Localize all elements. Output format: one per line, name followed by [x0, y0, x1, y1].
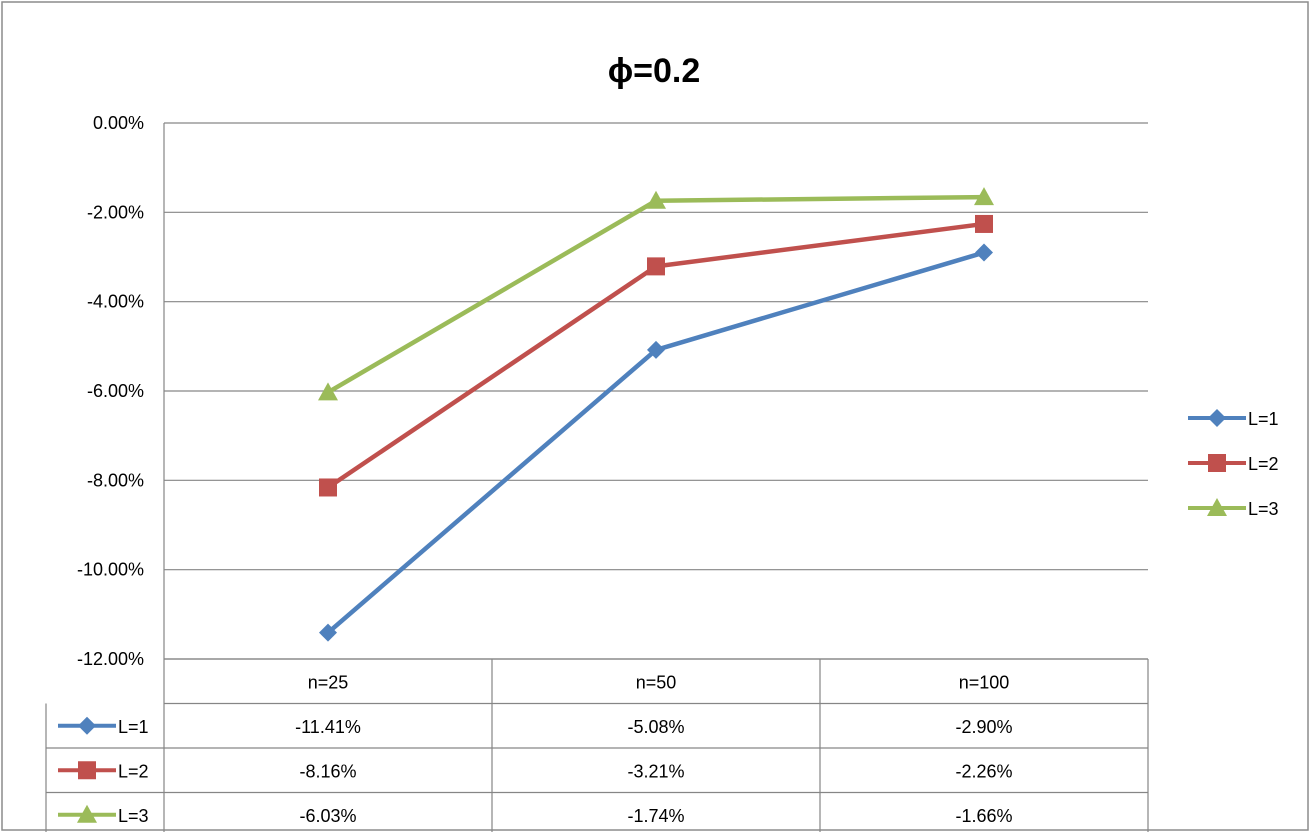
table-series-key: L=3 [58, 804, 149, 826]
legend-item: L=2 [1188, 454, 1279, 474]
data-point [975, 214, 993, 233]
legend-key-marker [1208, 409, 1226, 427]
table-value-cell: -5.08% [627, 717, 684, 737]
table-key-marker [78, 716, 96, 735]
table-series-key: L=2 [58, 761, 149, 781]
legend-label: L=2 [1248, 454, 1279, 474]
table-key-marker [78, 761, 96, 780]
legend-label: L=3 [1248, 499, 1279, 519]
data-table: n=25 n=50 n=100 L=1 -11.41% -5.08% -2.90% L=2 -8… [45, 658, 1149, 837]
table-value-cell: -2.26% [955, 761, 1012, 781]
y-tick-label: -4.00% [87, 292, 144, 312]
table-value-cell: -2.90% [955, 717, 1012, 737]
y-tick-label: -8.00% [87, 470, 144, 490]
legend-key-marker [1207, 498, 1227, 516]
legend-label: L=1 [1248, 409, 1279, 429]
table-series-name: L=2 [118, 761, 149, 781]
data-point [319, 623, 337, 642]
legend-item: L=1 [1188, 409, 1279, 429]
legend-item: L=3 [1188, 498, 1279, 519]
table-series-key: L=1 [58, 716, 149, 737]
data-point [974, 187, 994, 206]
y-tick-label: -6.00% [87, 381, 144, 401]
data-point [975, 243, 993, 262]
data-point [318, 382, 338, 401]
table-value-cell: -8.16% [299, 761, 356, 781]
data-point [646, 190, 666, 209]
y-tick-label: 0.00% [93, 113, 144, 133]
table-value-cell: -1.74% [627, 806, 684, 826]
series-L=2 [319, 214, 993, 497]
data-point [647, 257, 665, 276]
series-L=3 [318, 187, 994, 401]
table-value-cell: -3.21% [627, 761, 684, 781]
x-category-label: n=100 [959, 672, 1010, 692]
y-tick-label: -12.00% [77, 649, 144, 669]
legend-key-marker [1208, 454, 1226, 472]
table-value-cell: -6.03% [299, 806, 356, 826]
y-axis-tick-labels: 0.00% -2.00% -4.00% -6.00% -8.00% -10.00% -12.… [77, 113, 144, 669]
data-point [319, 478, 337, 497]
table-key-marker [77, 804, 97, 823]
table-value-cell: -1.66% [955, 806, 1012, 826]
series-lines [318, 187, 994, 642]
x-category-label: n=25 [308, 672, 349, 692]
table-series-name: L=1 [118, 717, 149, 737]
series-L=1 [319, 243, 993, 642]
y-tick-label: -10.00% [77, 560, 144, 580]
y-tick-label: -2.00% [87, 202, 144, 222]
table-series-name: L=3 [118, 806, 149, 826]
x-category-label: n=50 [636, 672, 677, 692]
chart-title: ϕ=0.2 [608, 52, 701, 90]
legend: L=1 L=2 L=3 [1188, 409, 1279, 519]
data-point [647, 340, 665, 359]
table-value-cell: -11.41% [295, 717, 361, 737]
